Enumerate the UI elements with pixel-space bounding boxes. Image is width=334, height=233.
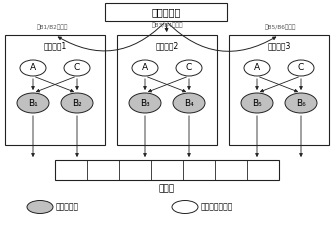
Text: ：数据划分: ：数据划分 [56,202,79,212]
Text: 数据库: 数据库 [159,185,175,193]
Ellipse shape [176,60,202,76]
Text: A: A [142,64,148,72]
Text: A: A [30,64,36,72]
Text: 物理节点2: 物理节点2 [155,41,179,51]
Text: 至B1/B2的请求: 至B1/B2的请求 [36,24,68,30]
Bar [105,3,227,21]
Ellipse shape [27,201,53,213]
Bar [117,35,217,145]
Text: 物理节点3: 物理节点3 [267,41,291,51]
Text: 至B5/B6的请求: 至B5/B6的请求 [264,24,296,30]
Bar [229,35,329,145]
Text: B₂: B₂ [72,99,82,107]
Bar [5,35,105,145]
Ellipse shape [241,93,273,113]
Ellipse shape [288,60,314,76]
Ellipse shape [61,93,93,113]
Bar [55,160,279,180]
Text: 至B3/B4的请求: 至B3/B4的请求 [151,22,183,28]
Text: 物理节点1: 物理节点1 [43,41,66,51]
Ellipse shape [173,93,205,113]
Ellipse shape [244,60,270,76]
Ellipse shape [132,60,158,76]
Ellipse shape [285,93,317,113]
Text: 中央控制器: 中央控制器 [151,7,181,17]
Text: B₆: B₆ [296,99,306,107]
Text: B₁: B₁ [28,99,38,107]
Text: B₅: B₅ [252,99,262,107]
Ellipse shape [17,93,49,113]
Ellipse shape [172,201,198,213]
Text: ：不可划分组件: ：不可划分组件 [201,202,233,212]
Ellipse shape [20,60,46,76]
Ellipse shape [64,60,90,76]
Text: C: C [74,64,80,72]
Text: B₃: B₃ [140,99,150,107]
Text: A: A [254,64,260,72]
Text: C: C [298,64,304,72]
Ellipse shape [129,93,161,113]
Text: C: C [186,64,192,72]
Text: B₄: B₄ [184,99,194,107]
